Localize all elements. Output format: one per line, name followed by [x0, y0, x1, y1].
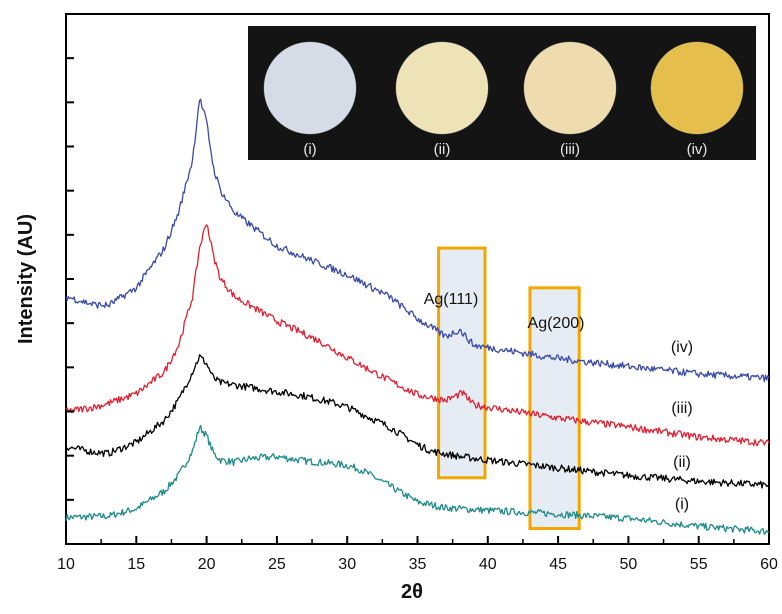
series-line-4 — [65, 98, 770, 383]
inset-photo: (i) (ii) (iii) (iv) — [248, 26, 756, 160]
ag111-box — [437, 246, 487, 480]
series-label-iii: (iii) — [671, 400, 692, 417]
inset-discs — [263, 41, 744, 135]
y-axis-title: Intensity (AU) — [15, 214, 37, 344]
inset-disc-1 — [263, 41, 357, 135]
inset-disc-3 — [523, 41, 617, 135]
series-line-3 — [65, 224, 770, 447]
ag111-label: Ag(111) — [424, 291, 479, 308]
x-tick-label-20: 20 — [198, 556, 216, 573]
x-tick-label-60: 60 — [760, 556, 778, 573]
x-tick-label-25: 25 — [268, 556, 286, 573]
ticks-layer — [65, 57, 770, 544]
x-tick-label-10: 10 — [57, 556, 75, 573]
x-tick-label-30: 30 — [338, 556, 356, 573]
x-tick-labels: 10 15 20 25 30 35 40 45 50 55 60 — [57, 556, 778, 573]
x-tick-label-40: 40 — [479, 556, 497, 573]
series-label-ii: (ii) — [673, 454, 691, 471]
inset-label-i: (i) — [303, 141, 316, 158]
annotation-layer — [437, 246, 581, 531]
series-line-2 — [65, 354, 770, 489]
x-tick-label-15: 15 — [127, 556, 145, 573]
series-label-iv: (iv) — [671, 339, 693, 356]
x-tick-label-50: 50 — [620, 556, 638, 573]
inset-label-iv: (iv) — [687, 141, 708, 158]
inset-label-ii: (ii) — [434, 141, 451, 158]
ag200-box — [528, 286, 581, 531]
series-label-i: (i) — [675, 496, 689, 513]
x-axis-title: 2θ — [401, 581, 423, 603]
inset-disc-2 — [395, 41, 489, 135]
x-tick-label-35: 35 — [409, 556, 427, 573]
x-tick-label-55: 55 — [690, 556, 708, 573]
ag200-label: Ag(200) — [528, 315, 585, 332]
inset-disc-4 — [650, 41, 744, 135]
curves-layer — [65, 98, 770, 535]
series-line-1 — [65, 424, 770, 535]
x-tick-label-45: 45 — [549, 556, 567, 573]
inset-label-iii: (iii) — [560, 141, 580, 158]
